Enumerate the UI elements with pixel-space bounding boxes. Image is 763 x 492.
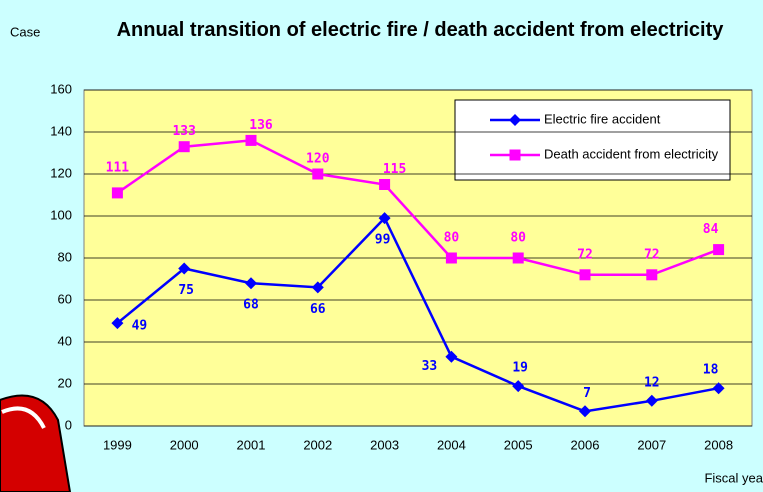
x-tick-label: 2008 [704, 437, 733, 452]
data-label: 75 [178, 283, 194, 298]
point [513, 253, 524, 264]
y-tick-label: 0 [65, 417, 72, 432]
data-label: 99 [375, 233, 391, 248]
data-label: 80 [510, 231, 526, 246]
x-tick-label: 2003 [370, 437, 399, 452]
chart: Case Fiscal yea Annual transition of ele… [0, 0, 763, 492]
x-tick-label: 2005 [504, 437, 533, 452]
data-label: 7 [583, 386, 591, 401]
data-label: 80 [444, 231, 460, 246]
data-label: 111 [106, 160, 130, 175]
y-tick-label: 40 [58, 333, 72, 348]
data-label: 136 [249, 118, 273, 133]
point [179, 141, 190, 152]
data-label: 33 [422, 359, 438, 374]
y-tick-label: 100 [50, 207, 72, 222]
x-tick-label: 2007 [637, 437, 666, 452]
data-label: 66 [310, 302, 326, 317]
y-tick-label: 80 [58, 249, 72, 264]
data-label: 19 [512, 361, 528, 376]
legend-label: Electric fire accident [544, 111, 661, 126]
legend-label: Death accident from electricity [544, 146, 719, 161]
data-label: 68 [243, 298, 259, 313]
chart-title: Annual transition of electric fire / dea… [100, 15, 740, 45]
x-axis-label: Fiscal yea [704, 470, 763, 485]
point [510, 150, 521, 161]
data-label: 84 [703, 222, 719, 237]
data-label: 49 [132, 319, 148, 334]
data-label: 133 [172, 124, 195, 139]
y-tick-label: 160 [50, 81, 72, 96]
point [312, 169, 323, 180]
data-label: 12 [644, 375, 660, 390]
x-tick-label: 1999 [103, 437, 132, 452]
x-tick-label: 2004 [437, 437, 466, 452]
point [580, 269, 591, 280]
y-tick-label: 120 [50, 165, 72, 180]
point [379, 179, 390, 190]
data-label: 72 [577, 247, 593, 262]
point [713, 244, 724, 255]
data-label: 120 [306, 152, 330, 167]
title-box: Annual transition of electric fire / dea… [100, 15, 740, 80]
point [112, 187, 123, 198]
y-tick-label: 140 [50, 123, 72, 138]
y-tick-label: 60 [58, 291, 72, 306]
x-tick-label: 2006 [571, 437, 600, 452]
y-axis-label: Case [10, 24, 40, 39]
point [646, 269, 657, 280]
point [246, 135, 257, 146]
data-label: 115 [383, 162, 406, 177]
y-tick-label: 20 [58, 375, 72, 390]
data-label: 72 [644, 247, 660, 262]
point [446, 253, 457, 264]
data-label: 18 [703, 363, 719, 378]
x-tick-label: 2002 [303, 437, 332, 452]
x-tick-label: 2001 [237, 437, 266, 452]
x-tick-label: 2000 [170, 437, 199, 452]
